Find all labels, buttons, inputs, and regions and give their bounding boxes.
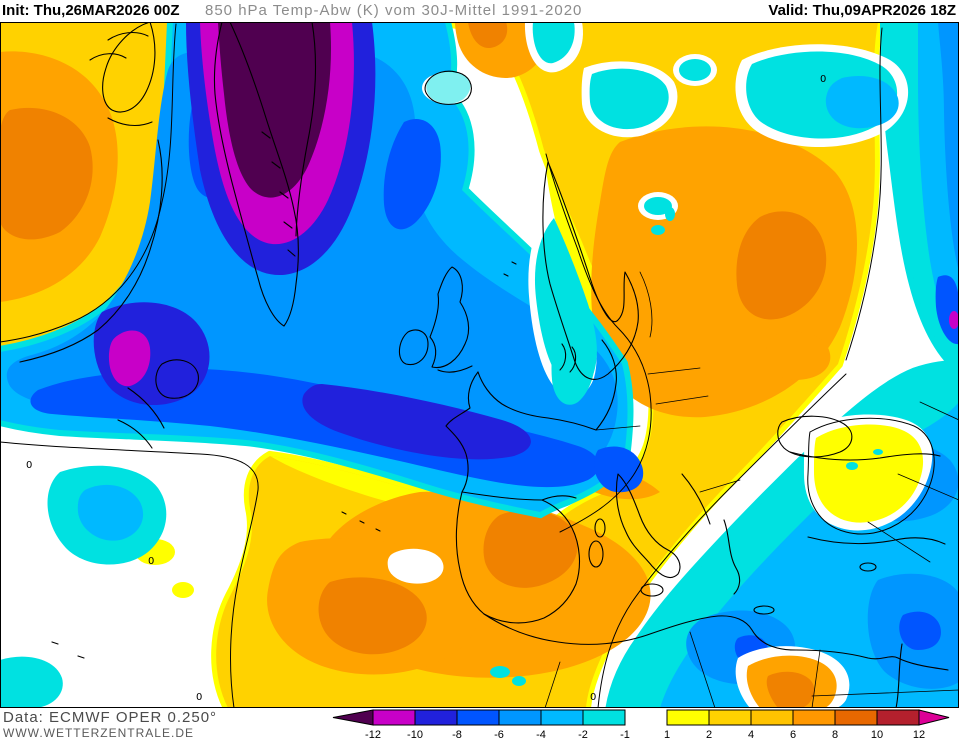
scale-cell xyxy=(708,709,752,726)
scale-tick-label: -1 xyxy=(620,729,630,741)
zero-contour-label: 0 xyxy=(148,556,154,567)
data-source-label: Data: ECMWF OPER 0.250° xyxy=(3,709,218,726)
scale-tick-label: -6 xyxy=(494,729,504,741)
newfoundland-cold-spot xyxy=(108,330,151,387)
scale-tick-label: 4 xyxy=(748,729,754,741)
scale-cell xyxy=(750,709,794,726)
scale-cell xyxy=(414,709,458,726)
map-title: 850 hPa Temp-Abw (K) vom 30J-Mittel 1991… xyxy=(205,2,583,19)
anomaly-map: 0 0 0 0 0 xyxy=(0,22,959,708)
greenland-extreme-cold-core xyxy=(218,22,332,198)
zero-contour-label: 0 xyxy=(820,74,826,85)
turkey-warm-patch xyxy=(814,424,924,523)
country-borders xyxy=(544,271,959,708)
website-label: WWW.WETTERZENTRALE.DE xyxy=(3,726,194,740)
coastlines xyxy=(19,22,949,708)
zero-contour-label: 0 xyxy=(196,692,202,703)
scale-cell xyxy=(666,709,710,726)
scale-cell xyxy=(876,709,920,726)
scale-cell xyxy=(792,709,836,726)
scale-cell xyxy=(456,709,500,726)
zero-contour-lines: 0 0 0 0 0 xyxy=(0,23,935,708)
scale-tick-label: -12 xyxy=(365,729,381,741)
scale-tick-label: -4 xyxy=(536,729,546,741)
zero-contour-label: 0 xyxy=(590,692,596,703)
scale-tick-label: -2 xyxy=(578,729,588,741)
scale-tick-label: 1 xyxy=(664,729,670,741)
scale-tick-label: 8 xyxy=(832,729,838,741)
scale-cell xyxy=(540,709,584,726)
map-canvas: 0 0 0 0 0 xyxy=(0,22,959,708)
scale-arrow-above-max xyxy=(918,709,950,726)
zero-contour-label: 0 xyxy=(26,460,32,471)
warm-regions xyxy=(0,22,884,708)
valid-datetime: Valid: Thu,09APR2026 18Z xyxy=(768,2,956,19)
scale-tick-label: -10 xyxy=(407,729,423,741)
scale-tick-label: -8 xyxy=(452,729,462,741)
scale-cell xyxy=(834,709,878,726)
scale-cell xyxy=(372,709,416,726)
cold-patches xyxy=(0,22,909,708)
scale-tick-label: 6 xyxy=(790,729,796,741)
scale-tick-label: 12 xyxy=(913,729,925,741)
cold-regions xyxy=(0,22,959,708)
color-scale-legend: -12 -10 -8 -6 -4 -2 -1 1 2 4 6 8 10 12 xyxy=(332,709,950,741)
scale-arrow-below-min xyxy=(332,709,374,726)
init-datetime: Init: Thu,26MAR2026 00Z xyxy=(2,2,180,19)
scale-tick-label: 10 xyxy=(871,729,883,741)
scale-tick-label: 2 xyxy=(706,729,712,741)
header-bar: Init: Thu,26MAR2026 00Z 850 hPa Temp-Abw… xyxy=(0,0,959,22)
scale-cell xyxy=(582,709,626,726)
scale-cell xyxy=(498,709,542,726)
